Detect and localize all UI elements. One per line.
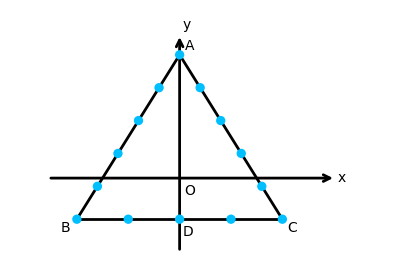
Point [115,151,121,156]
Point [156,85,162,90]
Point [238,151,244,156]
Point [135,118,142,123]
Point [176,53,183,57]
Point [94,184,101,189]
Text: x: x [338,171,346,185]
Point [259,184,265,189]
Point [228,217,234,221]
Point [125,217,132,221]
Point [218,118,224,123]
Point [279,217,286,221]
Text: y: y [183,18,191,32]
Text: D: D [183,225,194,239]
Text: B: B [61,221,71,235]
Text: C: C [287,221,297,235]
Point [74,217,80,221]
Text: O: O [184,184,196,198]
Text: A: A [184,39,194,53]
Point [197,85,203,90]
Point [176,217,183,221]
